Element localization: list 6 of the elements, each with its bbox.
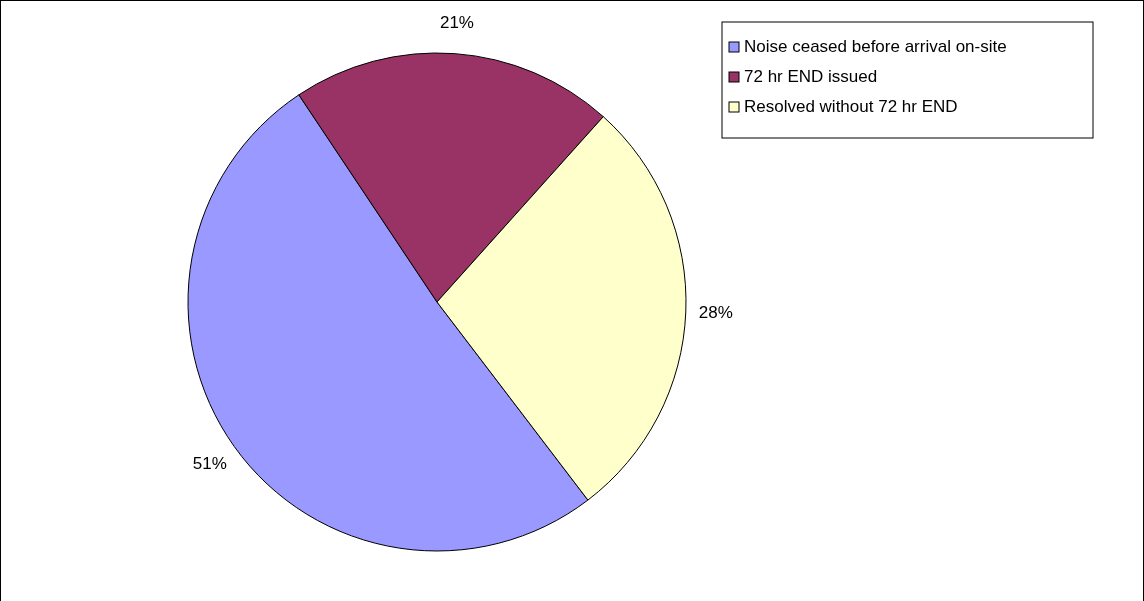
legend-label: Noise ceased before arrival on-site — [744, 37, 1007, 57]
legend-label: Resolved without 72 hr END — [744, 97, 958, 117]
data-label: 21% — [439, 13, 474, 33]
data-label: 51% — [192, 453, 227, 473]
data-label: 28% — [698, 302, 733, 322]
legend-label: 72 hr END issued — [744, 67, 878, 87]
